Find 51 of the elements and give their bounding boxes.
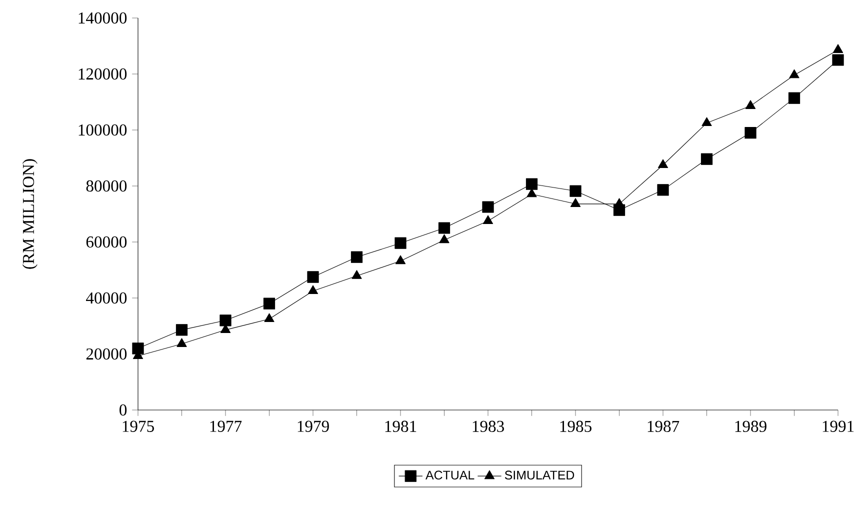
point bbox=[263, 298, 276, 310]
point bbox=[526, 188, 537, 198]
point bbox=[220, 314, 232, 326]
point bbox=[788, 92, 800, 104]
y-tick-label: 40000 bbox=[86, 292, 127, 304]
x-tick-label: 1983 bbox=[472, 420, 504, 432]
point bbox=[658, 159, 668, 168]
point bbox=[220, 324, 231, 333]
x-tick-label: 1985 bbox=[560, 420, 592, 432]
point bbox=[308, 285, 318, 294]
legend-label: ACTUAL bbox=[426, 470, 474, 480]
y-tick-label: 140000 bbox=[78, 12, 127, 24]
point bbox=[570, 185, 582, 197]
point bbox=[132, 342, 144, 354]
x-tick-label: 1989 bbox=[735, 420, 766, 432]
point bbox=[526, 178, 538, 190]
point bbox=[744, 126, 756, 139]
point bbox=[570, 198, 581, 207]
y-tick-label: 80000 bbox=[86, 180, 127, 192]
point bbox=[395, 255, 406, 264]
y-tick-label: 100000 bbox=[78, 124, 127, 136]
point bbox=[439, 234, 450, 244]
point bbox=[832, 54, 844, 66]
point bbox=[394, 237, 406, 249]
point bbox=[832, 44, 844, 53]
legend-label: SIMULATED bbox=[504, 470, 574, 480]
point bbox=[176, 338, 187, 347]
point bbox=[702, 117, 712, 126]
point bbox=[307, 271, 319, 283]
x-tick-label: 1991 bbox=[822, 420, 854, 432]
y-tick-label: 0 bbox=[120, 404, 127, 416]
x-tick-label: 1987 bbox=[648, 420, 680, 432]
point bbox=[789, 69, 800, 78]
y-axis-title: (RM MILLION) bbox=[22, 159, 38, 269]
point bbox=[745, 100, 756, 109]
point bbox=[700, 153, 713, 165]
point bbox=[352, 270, 362, 279]
point bbox=[482, 201, 494, 213]
y-tick-label: 60000 bbox=[86, 236, 127, 248]
point bbox=[438, 222, 450, 234]
point bbox=[482, 215, 494, 224]
point bbox=[176, 324, 188, 336]
x-tick-label: 1977 bbox=[210, 420, 242, 432]
point bbox=[350, 251, 363, 263]
point bbox=[264, 313, 274, 322]
point bbox=[657, 184, 669, 196]
y-tick-label: 20000 bbox=[86, 348, 127, 360]
x-tick-label: 1981 bbox=[385, 420, 416, 432]
y-tick-label: 120000 bbox=[78, 68, 127, 80]
x-tick-label: 1975 bbox=[122, 420, 154, 432]
x-tick-label: 1979 bbox=[298, 420, 329, 432]
